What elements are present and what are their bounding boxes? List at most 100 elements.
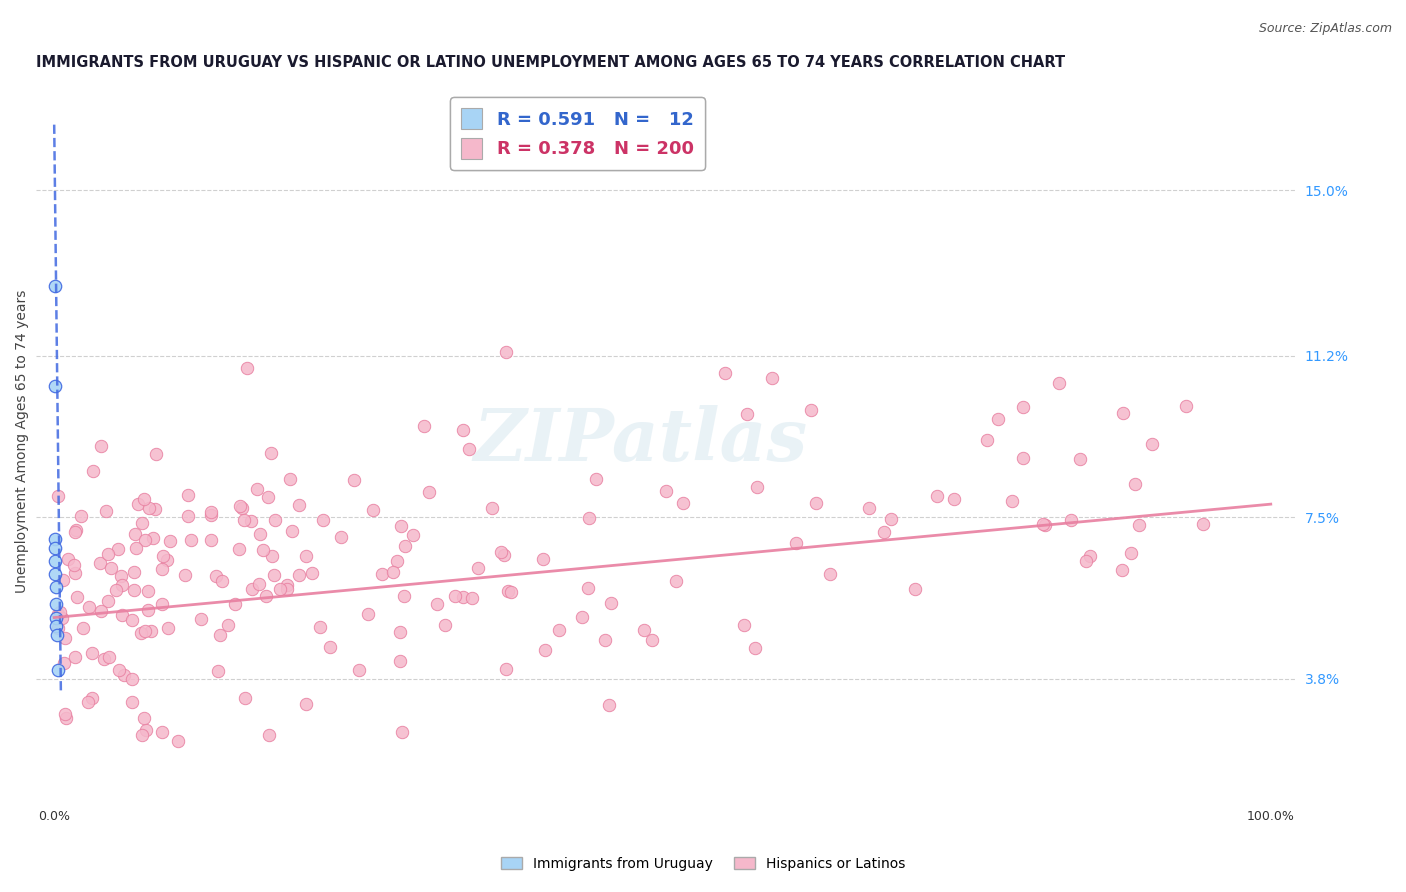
Point <box>240 582 263 596</box>
Point <box>122 582 145 597</box>
Point <box>49 605 72 619</box>
Point <box>548 623 571 637</box>
Point <box>600 597 623 611</box>
Point <box>818 567 841 582</box>
Point <box>249 527 271 541</box>
Point <box>451 423 474 437</box>
Point <box>495 662 517 676</box>
Point <box>145 447 167 461</box>
Point <box>111 608 134 623</box>
Point <box>53 657 76 671</box>
Point <box>294 697 316 711</box>
Point <box>318 640 340 654</box>
Point <box>200 508 222 523</box>
Point <box>207 664 229 678</box>
Point <box>132 711 155 725</box>
Point <box>224 597 246 611</box>
Point <box>443 590 465 604</box>
Point <box>418 484 440 499</box>
Point <box>131 516 153 530</box>
Point <box>124 541 146 555</box>
Point <box>1123 477 1146 491</box>
Point <box>65 523 87 537</box>
Point <box>200 533 222 547</box>
Point <box>246 482 269 496</box>
Point <box>204 568 226 582</box>
Point <box>46 663 69 677</box>
Point <box>217 618 239 632</box>
Point <box>389 654 412 668</box>
Point <box>46 620 69 634</box>
Point <box>136 584 159 599</box>
Point <box>44 279 66 293</box>
Point <box>312 513 335 527</box>
Point <box>107 663 129 677</box>
Point <box>45 619 67 633</box>
Point <box>46 489 69 503</box>
Point <box>976 433 998 447</box>
Point <box>177 488 200 502</box>
Point <box>641 633 664 648</box>
Point <box>63 566 86 581</box>
Point <box>66 590 89 604</box>
Point <box>240 514 263 528</box>
Point <box>55 711 77 725</box>
Point <box>1032 517 1054 532</box>
Point <box>260 549 283 563</box>
Point <box>571 610 593 624</box>
Point <box>394 589 416 603</box>
Legend: R = 0.591   N =   12, R = 0.378   N = 200: R = 0.591 N = 12, R = 0.378 N = 200 <box>450 97 704 169</box>
Point <box>665 574 688 588</box>
Point <box>499 585 522 599</box>
Point <box>45 598 67 612</box>
Point <box>121 672 143 686</box>
Point <box>121 614 143 628</box>
Point <box>381 565 404 579</box>
Point <box>53 707 76 722</box>
Point <box>1012 400 1035 414</box>
Point <box>53 631 76 645</box>
Point <box>904 582 927 596</box>
Point <box>46 607 69 621</box>
Point <box>150 561 173 575</box>
Point <box>156 620 179 634</box>
Point <box>785 536 807 550</box>
Point <box>177 509 200 524</box>
Point <box>107 542 129 557</box>
Point <box>72 621 94 635</box>
Point <box>110 569 132 583</box>
Point <box>111 578 134 592</box>
Point <box>295 549 318 563</box>
Point <box>200 505 222 519</box>
Point <box>127 498 149 512</box>
Point <box>121 695 143 709</box>
Point <box>82 690 104 705</box>
Point <box>633 624 655 638</box>
Point <box>257 491 280 505</box>
Point <box>159 533 181 548</box>
Point <box>288 568 311 582</box>
Point <box>209 628 232 642</box>
Point <box>576 582 599 596</box>
Point <box>301 566 323 581</box>
Point <box>593 633 616 648</box>
Point <box>112 668 135 682</box>
Point <box>143 502 166 516</box>
Point <box>174 567 197 582</box>
Point <box>1191 517 1213 532</box>
Point <box>1112 406 1135 420</box>
Point <box>69 509 91 524</box>
Point <box>100 561 122 575</box>
Point <box>276 582 298 596</box>
Point <box>347 663 370 677</box>
Point <box>269 582 291 596</box>
Point <box>228 499 250 513</box>
Point <box>495 345 517 359</box>
Point <box>733 617 755 632</box>
Point <box>124 565 146 579</box>
Point <box>714 366 737 380</box>
Point <box>533 552 555 566</box>
Point <box>1140 436 1163 450</box>
Point <box>598 698 620 712</box>
Point <box>252 543 274 558</box>
